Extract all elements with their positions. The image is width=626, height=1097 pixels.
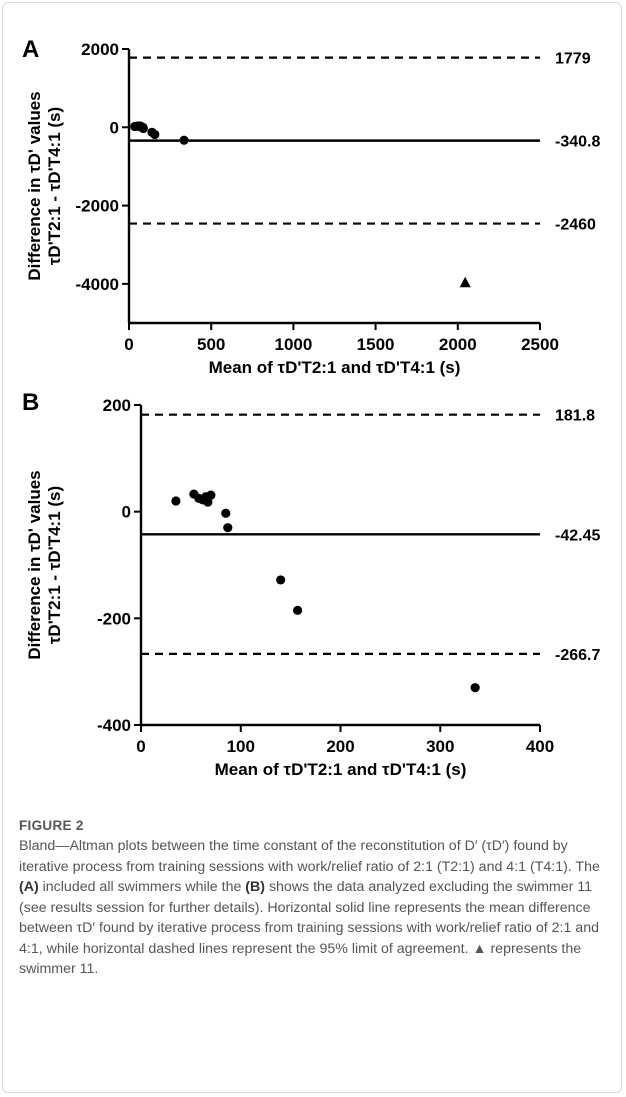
y-tick-label: -4000 — [76, 275, 119, 294]
x-tick-label: 1000 — [274, 335, 312, 354]
x-tick-label: 0 — [136, 737, 145, 756]
x-axis-label: Mean of τD'T2:1 and τD'T4:1 (s) — [215, 760, 467, 779]
data-point — [470, 683, 480, 693]
x-axis-label: Mean of τD'T2:1 and τD'T4:1 (s) — [209, 358, 461, 377]
y-axis-label-line-2: τD'T2:1 - τD'T4:1 (s) — [45, 486, 64, 644]
y-tick-label: 200 — [103, 396, 131, 415]
bland-altman-plot-a: 2000 0 -2000 -4000 0 500 1000 1500 2000 2500 1779 -… — [22, 36, 600, 377]
data-point — [179, 135, 189, 145]
x-tick-label: 2000 — [439, 335, 477, 354]
caption-text-part-1: Bland—Altman plots between the time cons… — [19, 838, 600, 875]
upper-limit-label: 181.8 — [555, 408, 595, 425]
caption-text-part-3: shows the data analyzed excluding the sw… — [19, 879, 599, 977]
lower-limit-label: -266.7 — [555, 647, 600, 664]
y-axis-label-line-2: τD'T2:1 - τD'T4:1 (s) — [45, 107, 64, 265]
y-axis-label-line-1: Difference in τD' values — [25, 91, 44, 280]
data-point — [206, 490, 216, 500]
caption-label: FIGURE 2 — [19, 818, 84, 833]
mean-difference-label: -42.45 — [555, 527, 600, 544]
x-tick-label: 100 — [227, 737, 255, 756]
x-tick-label: 1500 — [357, 335, 395, 354]
x-tick-label: 200 — [326, 737, 354, 756]
panel-label: B — [22, 389, 39, 416]
caption-text-part-2: included all swimmers while the — [38, 879, 246, 895]
y-tick-label: -200 — [97, 609, 131, 628]
y-axis-label-line-1: Difference in τD' values — [25, 470, 44, 659]
data-point — [276, 575, 286, 585]
data-point — [293, 605, 303, 615]
panel-label: A — [22, 36, 39, 63]
upper-limit-label: 1779 — [555, 51, 591, 68]
x-tick-label: 0 — [124, 335, 133, 354]
caption-ref-a: (A) — [19, 879, 39, 895]
caption-text: Bland—Altman plots between the time cons… — [19, 836, 605, 980]
figure-caption: FIGURE 2 Bland—Altman plots between the … — [19, 818, 605, 980]
x-tick-label: 300 — [426, 737, 454, 756]
y-tick-label: -2000 — [76, 197, 119, 216]
data-point — [171, 496, 181, 506]
y-tick-label: 0 — [110, 118, 119, 137]
data-point — [221, 508, 231, 518]
x-tick-label: 400 — [526, 737, 554, 756]
data-point — [138, 123, 148, 134]
y-tick-label: 2000 — [81, 40, 119, 59]
bland-altman-plot-b: 200 0 -200 -400 0 100 200 300 400 181.8 -42.45 -266… — [22, 389, 600, 779]
y-tick-label: 0 — [122, 503, 131, 522]
caption-ref-b: (B) — [245, 879, 265, 895]
y-tick-label: -400 — [97, 716, 131, 735]
data-point — [203, 497, 213, 507]
x-tick-label: 2500 — [521, 335, 559, 354]
data-point — [223, 523, 233, 533]
mean-difference-label: -340.8 — [555, 134, 600, 151]
data-point — [150, 129, 160, 140]
lower-limit-label: -2460 — [555, 217, 596, 234]
x-tick-label: 500 — [197, 335, 225, 354]
outlier-triangle-point — [459, 276, 471, 288]
